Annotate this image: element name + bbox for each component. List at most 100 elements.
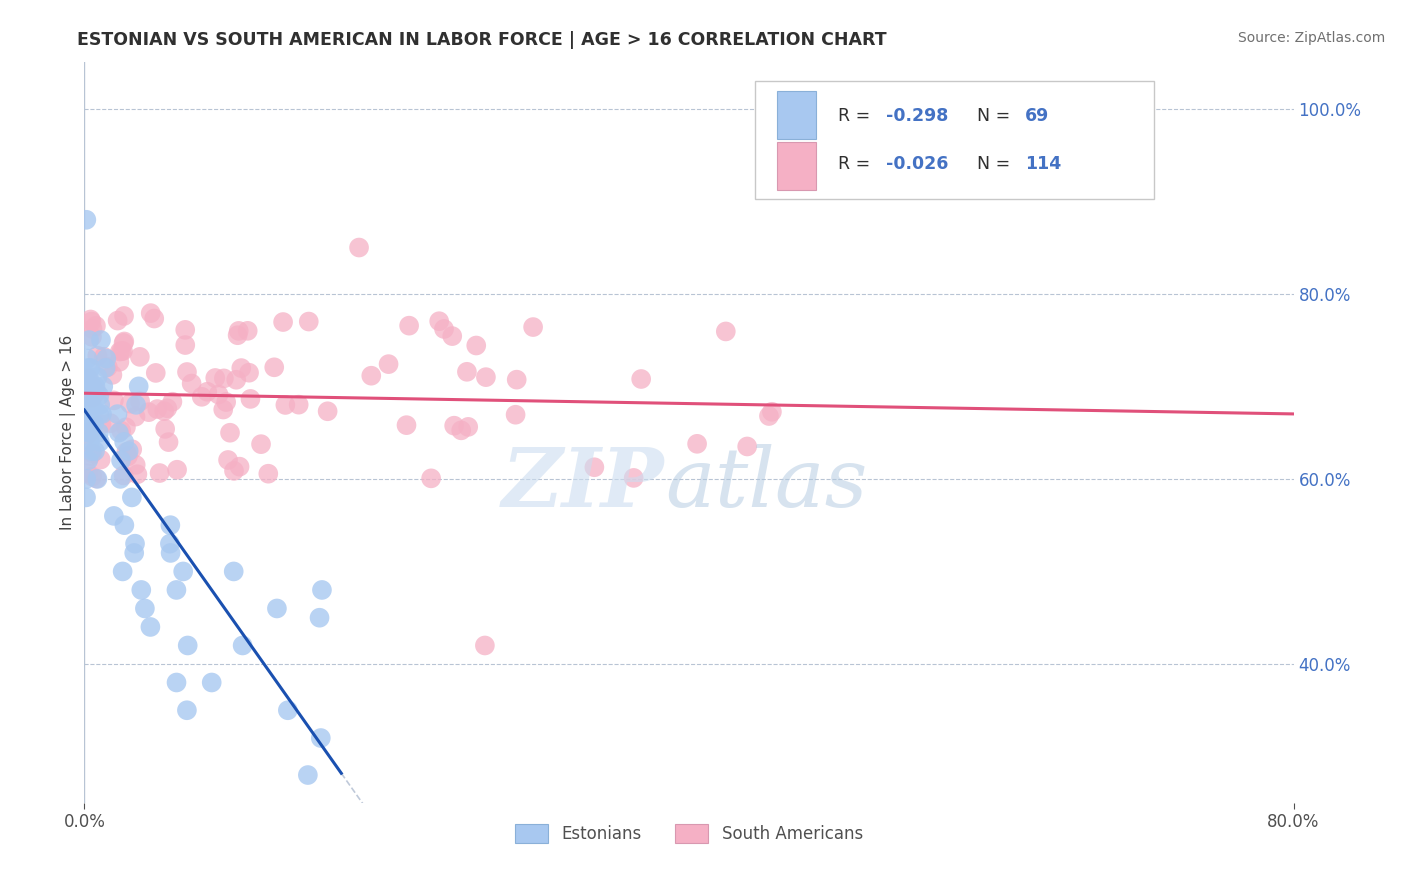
Point [75, 389, 97, 403]
Point [347, 240, 370, 255]
Point [522, 320, 544, 334]
Point [277, 703, 299, 717]
Point [111, 565, 134, 579]
Point [79, 383, 101, 397]
Point [75, 491, 97, 505]
Point [630, 372, 652, 386]
Point [316, 404, 339, 418]
Point [308, 610, 330, 624]
Point [79, 425, 101, 439]
Point [505, 373, 527, 387]
Point [89, 389, 111, 403]
Text: N =: N = [977, 108, 1015, 126]
Point [112, 434, 135, 449]
Bar [778, 142, 815, 190]
Point [212, 402, 235, 417]
Point [79, 360, 101, 375]
Text: atlas: atlas [665, 444, 868, 524]
Point [103, 393, 125, 408]
Point [90, 452, 112, 467]
Point [162, 394, 184, 409]
Point [125, 458, 148, 472]
Point [82, 391, 104, 405]
Point [271, 315, 294, 329]
Point [77, 379, 100, 393]
Point [103, 508, 125, 523]
Point [157, 435, 180, 450]
Point [125, 398, 148, 412]
Point [80, 315, 103, 329]
Point [117, 450, 139, 464]
Point [80, 417, 103, 431]
Point [107, 407, 129, 421]
FancyBboxPatch shape [755, 81, 1154, 200]
Point [232, 639, 254, 653]
Point [174, 323, 197, 337]
Point [239, 392, 262, 406]
Point [128, 350, 150, 364]
Point [108, 344, 131, 359]
Point [77, 360, 100, 375]
Text: R =: R = [838, 155, 876, 173]
Point [93, 350, 115, 364]
Text: 69: 69 [1025, 108, 1049, 126]
Point [79, 434, 101, 449]
Point [176, 703, 198, 717]
Point [83, 417, 105, 431]
Point [77, 407, 100, 421]
Point [101, 368, 124, 382]
Point [201, 675, 224, 690]
Text: -0.026: -0.026 [886, 155, 949, 173]
Point [77, 453, 100, 467]
Point [82, 446, 104, 460]
Point [138, 405, 160, 419]
Point [118, 397, 141, 411]
Point [149, 466, 172, 480]
Point [195, 384, 218, 399]
Point [80, 398, 103, 412]
Point [250, 437, 273, 451]
Point [76, 428, 98, 442]
Point [377, 357, 399, 371]
Point [443, 418, 465, 433]
Point [475, 370, 498, 384]
Point [159, 518, 181, 533]
Point [86, 385, 108, 400]
Point [112, 334, 135, 349]
Point [107, 313, 129, 327]
Point [110, 344, 132, 359]
Point [76, 351, 98, 366]
Point [86, 471, 108, 485]
Point [153, 422, 176, 436]
Point [309, 731, 332, 745]
Point [758, 409, 780, 423]
Point [91, 407, 114, 421]
Point [176, 365, 198, 379]
Point [166, 675, 188, 690]
Point [219, 425, 242, 440]
Point [217, 453, 239, 467]
Point [86, 370, 108, 384]
Point [159, 536, 181, 550]
Point [127, 467, 149, 482]
Point [225, 373, 247, 387]
Point [177, 639, 200, 653]
Point [159, 546, 181, 560]
Point [266, 601, 288, 615]
Point [77, 370, 100, 384]
Point [82, 322, 104, 336]
Point [212, 371, 235, 385]
Bar [778, 91, 815, 138]
Legend: Estonians, South Americans: Estonians, South Americans [508, 817, 870, 850]
Point [86, 472, 108, 486]
Point [139, 306, 162, 320]
Point [297, 768, 319, 782]
Point [97, 359, 120, 374]
Point [207, 387, 229, 401]
Point [433, 322, 456, 336]
Point [153, 404, 176, 418]
Point [129, 582, 152, 597]
Point [180, 376, 202, 391]
Point [87, 425, 110, 440]
Point [89, 407, 111, 421]
